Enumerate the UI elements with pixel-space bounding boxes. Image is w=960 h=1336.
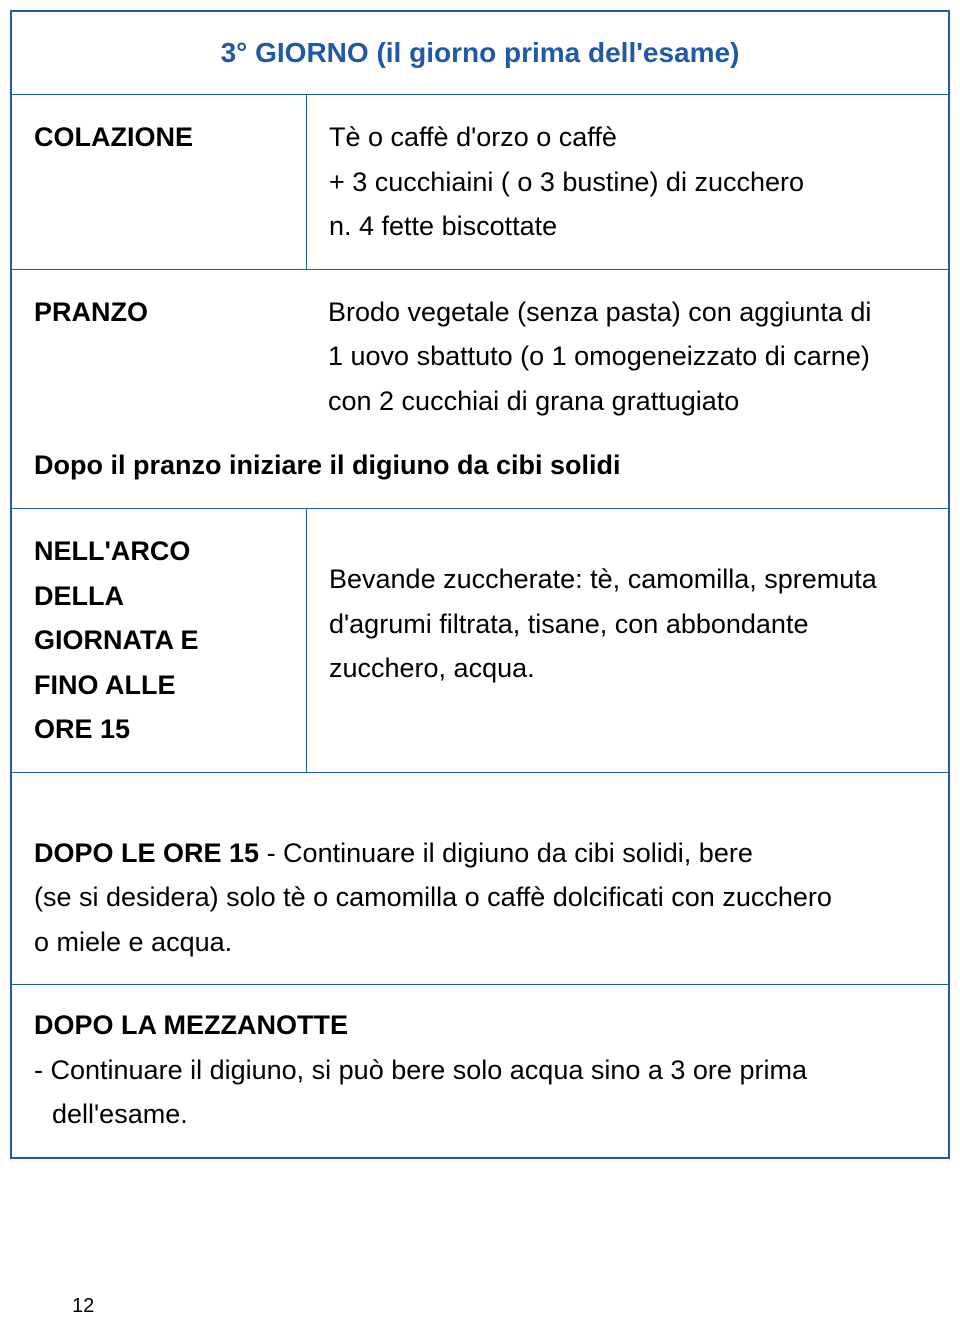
diet-table: 3° GIORNO (il giorno prima dell'esame) C… [10,10,950,1159]
content-pranzo: Brodo vegetale (senza pasta) con aggiunt… [306,270,948,444]
mezzanotte-lead: DOPO LA MEZZANOTTE [34,1010,348,1040]
row-dopo15: DOPO LE ORE 15 - Continuare il digiuno d… [11,772,949,985]
page-number: 12 [72,1295,94,1318]
pranzo-line3: con 2 cucchiai di grana grattugiato [328,386,739,416]
mezzanotte-line2: - Continuare il digiuno, si può bere sol… [34,1055,807,1085]
row-giornata: NELL'ARCO DELLA GIORNATA E FINO ALLE ORE… [11,509,949,773]
giornata-label-l1: NELL'ARCO [34,536,190,566]
label-pranzo: PRANZO [12,270,306,444]
pranzo-note: Dopo il pranzo iniziare il digiuno da ci… [34,450,621,480]
label-colazione: COLAZIONE [11,95,307,270]
header-row: 3° GIORNO (il giorno prima dell'esame) [11,11,949,95]
pranzo-line1: Brodo vegetale (senza pasta) con aggiunt… [328,297,871,327]
mezzanotte-line3: dell'esame. [34,1092,188,1137]
giornata-line3: zucchero, acqua. [329,653,535,683]
table-title: 3° GIORNO (il giorno prima dell'esame) [11,11,949,95]
row-colazione: COLAZIONE Tè o caffè d'orzo o caffè + 3 … [11,95,949,270]
giornata-label-l5: ORE 15 [34,714,130,744]
page: 3° GIORNO (il giorno prima dell'esame) C… [0,10,960,1336]
colazione-line2: + 3 cucchiaini ( o 3 bustine) di zuccher… [329,167,804,197]
pranzo-line2: 1 uovo sbattuto (o 1 omogeneizzato di ca… [328,341,870,371]
dopo15-line3: o miele e acqua. [34,927,232,957]
label-text: COLAZIONE [34,122,193,152]
pranzo-cell-wrap: PRANZO Brodo vegetale (senza pasta) con … [11,269,949,508]
giornata-line2: d'agrumi filtrata, tisane, con abbondant… [329,609,808,639]
content-giornata: Bevande zuccherate: tè, camomilla, sprem… [307,509,950,773]
label-giornata: NELL'ARCO DELLA GIORNATA E FINO ALLE ORE… [11,509,307,773]
giornata-line1: Bevande zuccherate: tè, camomilla, sprem… [329,564,877,594]
row-mezzanotte: DOPO LA MEZZANOTTE - Continuare il digiu… [11,985,949,1158]
content-mezzanotte: DOPO LA MEZZANOTTE - Continuare il digiu… [11,985,949,1158]
colazione-line1: Tè o caffè d'orzo o caffè [329,122,617,152]
giornata-label-l4: FINO ALLE [34,670,176,700]
content-colazione: Tè o caffè d'orzo o caffè + 3 cucchiaini… [307,95,950,270]
dopo15-rest1: - Continuare il digiuno da cibi solidi, … [259,838,753,868]
giornata-label-l2: DELLA [34,581,124,611]
dopo15-line2: (se si desidera) solo tè o camomilla o c… [34,882,832,912]
giornata-label-l3: GIORNATA E [34,625,199,655]
pranzo-note-cell: Dopo il pranzo iniziare il digiuno da ci… [12,443,948,508]
label-text: PRANZO [34,297,148,327]
dopo15-lead: DOPO LE ORE 15 [34,838,259,868]
colazione-line3: n. 4 fette biscottate [329,211,557,241]
content-dopo15: DOPO LE ORE 15 - Continuare il digiuno d… [11,772,949,985]
row-pranzo: PRANZO Brodo vegetale (senza pasta) con … [11,269,949,508]
pranzo-inner: PRANZO Brodo vegetale (senza pasta) con … [12,270,948,508]
title-text: 3° GIORNO (il giorno prima dell'esame) [221,37,740,68]
